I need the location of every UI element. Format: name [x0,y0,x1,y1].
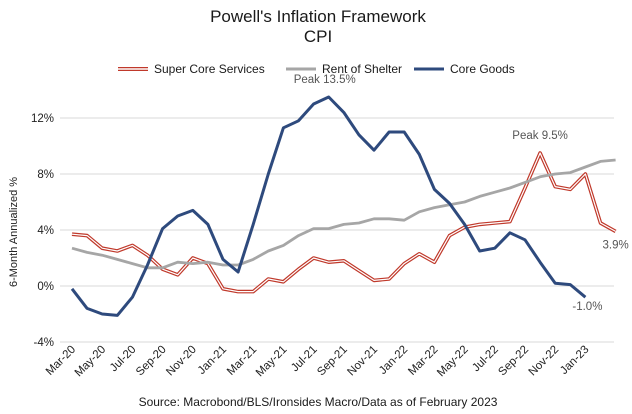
legend-label: Rent of Shelter [322,62,402,76]
x-tick-label: May-22 [435,344,471,380]
series-line [71,158,616,270]
x-tick-label: Jan-22 [377,344,410,377]
source-note: Source: Macrobond/BLS/Ironsides Macro/Da… [139,395,498,409]
annotation-label: Peak 13.5% [294,74,356,86]
x-tick-label: Nov-21 [345,344,380,379]
annotation-label: -1.0% [572,301,602,313]
x-tick-label: Nov-20 [164,344,199,379]
x-tick-label: May-20 [73,344,109,380]
chart-subtitle: CPI [304,27,332,46]
x-tick-label: Sep-21 [315,344,350,379]
annotations: Peak 13.5% Peak 9.5% 3.9% -1.0% [294,74,629,313]
y-tick-label: -4% [34,337,54,349]
gridlines [60,117,614,343]
y-axis-label: 6-Month Annualized % [8,177,20,287]
x-tick-label: Mar-22 [406,344,440,378]
series-line-inner [71,152,616,293]
y-tick-label: 12% [31,113,54,125]
y-tick-label: 0% [37,281,54,293]
x-tick-label: Mar-21 [225,344,259,378]
x-tick-label: Nov-22 [527,344,562,379]
y-tick-label: 8% [37,169,54,181]
x-tick-label: Sep-20 [134,344,169,379]
annotation-label: Peak 9.5% [512,130,568,142]
annotation-label: 3.9% [602,239,628,251]
x-tick-label: Jan-21 [196,344,229,377]
series-lines [70,95,617,317]
legend-label: Super Core Services [154,62,265,76]
legend: Super Core Services Rent of Shelter Core G… [118,62,515,76]
x-tick-label: Sep-22 [496,344,531,379]
x-tick-label: May-21 [254,344,290,380]
chart-title: Powell's Inflation Framework [210,7,426,26]
x-tick-label: Jan-23 [558,344,591,377]
legend-label: Core Goods [450,62,515,76]
y-axis-ticks: -4% 0% 4% 8% 12% [31,113,54,349]
series-line [70,95,587,317]
y-tick-label: 4% [37,225,54,237]
